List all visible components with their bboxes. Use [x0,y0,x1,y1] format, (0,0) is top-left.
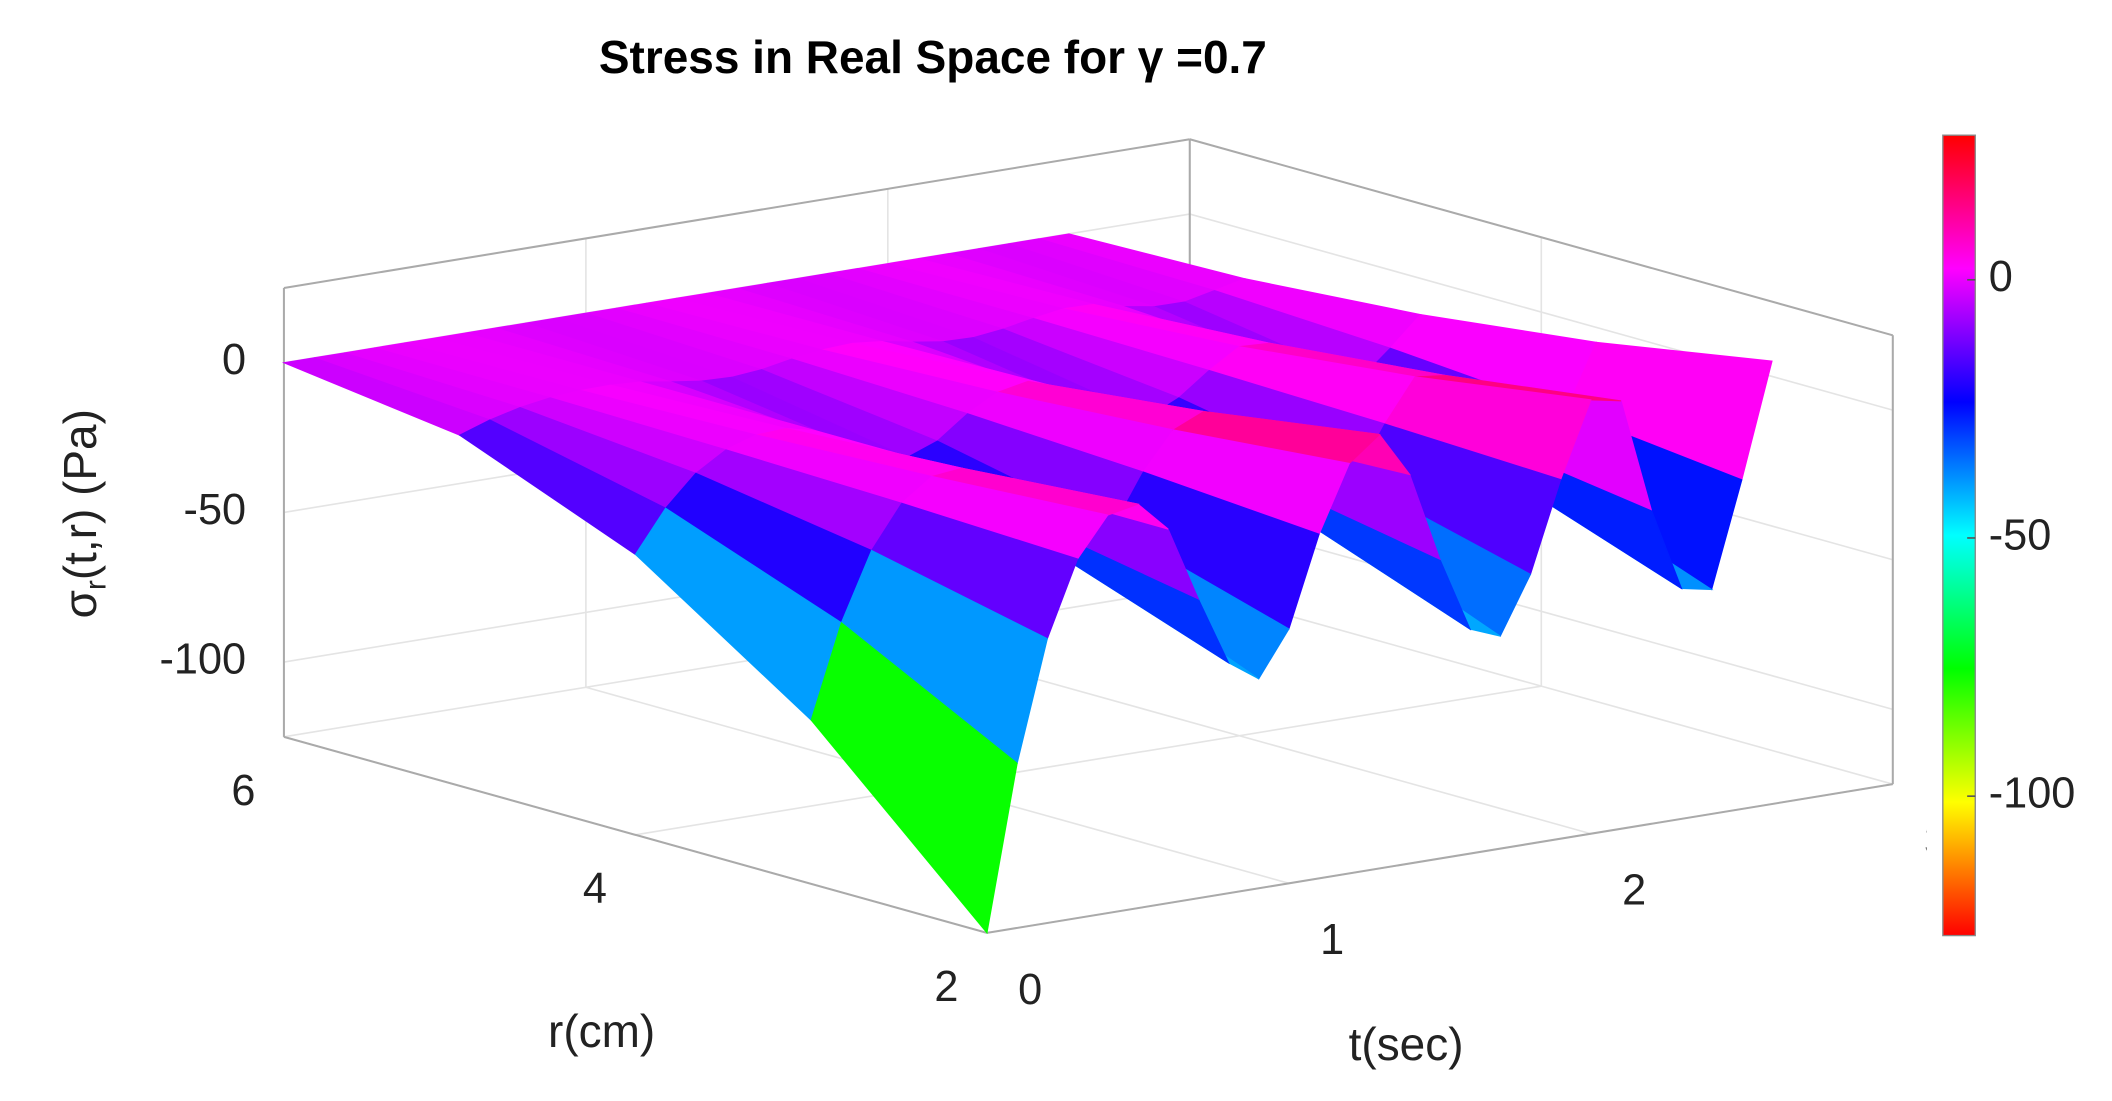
z-axis-label: σr(t,r) (Pa) [54,409,112,618]
z-label-rest: (t,r) (Pa) [54,409,106,580]
y-tick-label: 4 [583,865,607,913]
x-tick-label: 1 [1320,916,1344,964]
surface-patch [810,621,1018,935]
colorbar-tick-label: -50 [1989,511,2052,559]
x-tick-label: 2 [1622,867,1646,915]
chart-title: Stress in Real Space for γ =0.7 [599,31,1267,83]
z-tick-label: 0 [222,336,246,384]
colorbar [1942,134,1976,937]
grid-line [635,685,1542,836]
axis-line [283,735,988,934]
colorbar-tick-label: -100 [1989,770,2076,818]
y-tick-label: 2 [934,963,958,1011]
y-axis-label: r(cm) [548,1005,655,1057]
z-tick-label: -100 [159,635,246,683]
axis-line [986,783,1893,934]
x-axis-label: t(sec) [1349,1018,1464,1070]
y-tick-label: 6 [231,767,255,815]
axis-line [1189,138,1894,337]
x-tick-label: 0 [1018,966,1042,1014]
z-label-symbol: σ [54,590,106,618]
colorbar-tick-label: 0 [1989,253,2013,301]
plot: Stress in Real Space for γ =0.7 σr(t,r) … [54,31,2075,1070]
z-tick-label: -50 [184,486,247,534]
z-label-subscript: r [79,580,112,590]
axis-line [283,138,1190,289]
